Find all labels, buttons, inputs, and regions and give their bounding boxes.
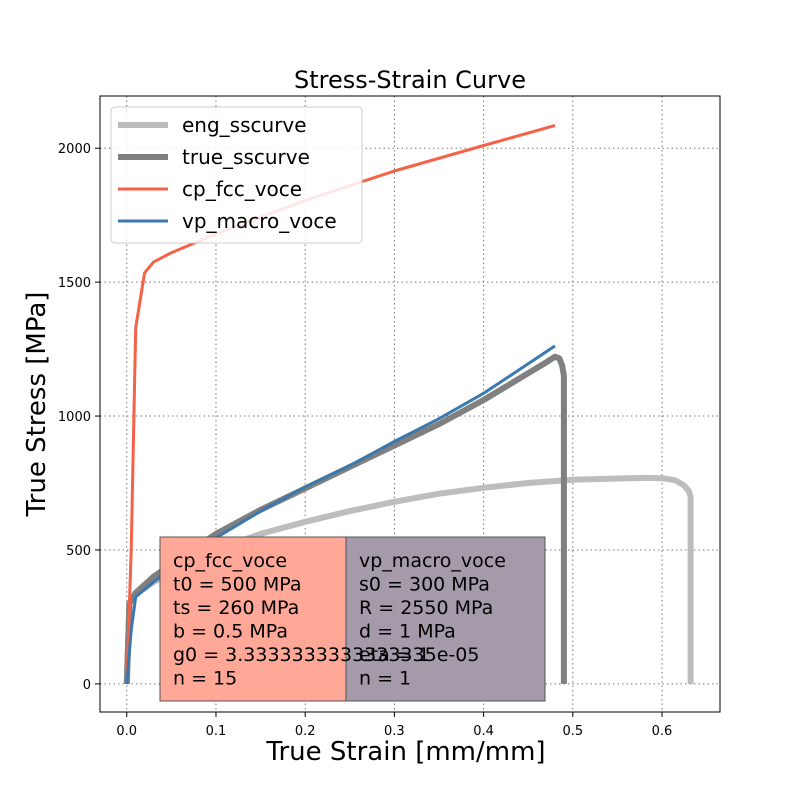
legend-label: cp_fcc_voce [182, 177, 302, 201]
series-line-vp_macro_voce [125, 344, 556, 685]
parameter-box-2 [345, 536, 546, 702]
x-tick-label: 0.4 [473, 724, 494, 739]
legend-label: eng_sscurve [182, 113, 307, 137]
x-tick-label: 0.5 [562, 724, 583, 739]
parameter-line: b = 0.5 MPa [173, 621, 288, 643]
x-axis-label: True Strain [mm/mm] [265, 737, 545, 767]
y-tick-label: 1500 [58, 276, 91, 291]
parameter-line: cp_fcc_voce [173, 550, 287, 572]
y-tick-label: 1000 [58, 410, 91, 425]
legend-label: true_sscurve [182, 145, 310, 169]
parameter-line: t0 = 500 MPa [173, 574, 301, 596]
x-tick-label: 0.6 [652, 724, 673, 739]
parameter-line: R = 2550 MPa [359, 597, 493, 619]
y-axis-label: True Stress [MPa] [22, 292, 52, 518]
x-tick-label: 0.3 [384, 724, 405, 739]
legend-box [110, 106, 363, 244]
x-tick-label: 0.1 [206, 724, 227, 739]
parameter-line: s0 = 300 MPa [359, 574, 490, 596]
parameter-line: d = 1 MPa [359, 621, 456, 643]
parameter-line: vp_macro_voce [359, 550, 506, 572]
plot-frame [99, 95, 721, 713]
parameter-line: ts = 260 MPa [173, 597, 299, 619]
chart-title: Stress-Strain Curve [294, 66, 526, 94]
parameter-line: n = 1 [359, 668, 411, 690]
axis-ticks: 0.0 0.1 0.2 0.3 0.4 0.5 0.6 0 500 1000 1500 2000 [58, 142, 672, 739]
parameter-line: eta = 1 [359, 644, 430, 666]
y-tick-label: 2000 [58, 142, 91, 157]
parameter-line: g0 = 3.3333333333333335e-05 [173, 644, 479, 666]
y-tick-label: 0 [83, 678, 91, 693]
legend-label: vp_macro_voce [182, 209, 337, 233]
y-tick-label: 500 [66, 544, 91, 559]
series-line-cp_fcc_voce [125, 124, 556, 684]
parameter-line: n = 15 [173, 668, 237, 690]
legend: eng_sscurve true_sscurve cp_fcc_voce vp_mac… [110, 106, 363, 244]
x-tick-label: 0.2 [295, 724, 316, 739]
x-tick-label: 0.0 [116, 724, 137, 739]
